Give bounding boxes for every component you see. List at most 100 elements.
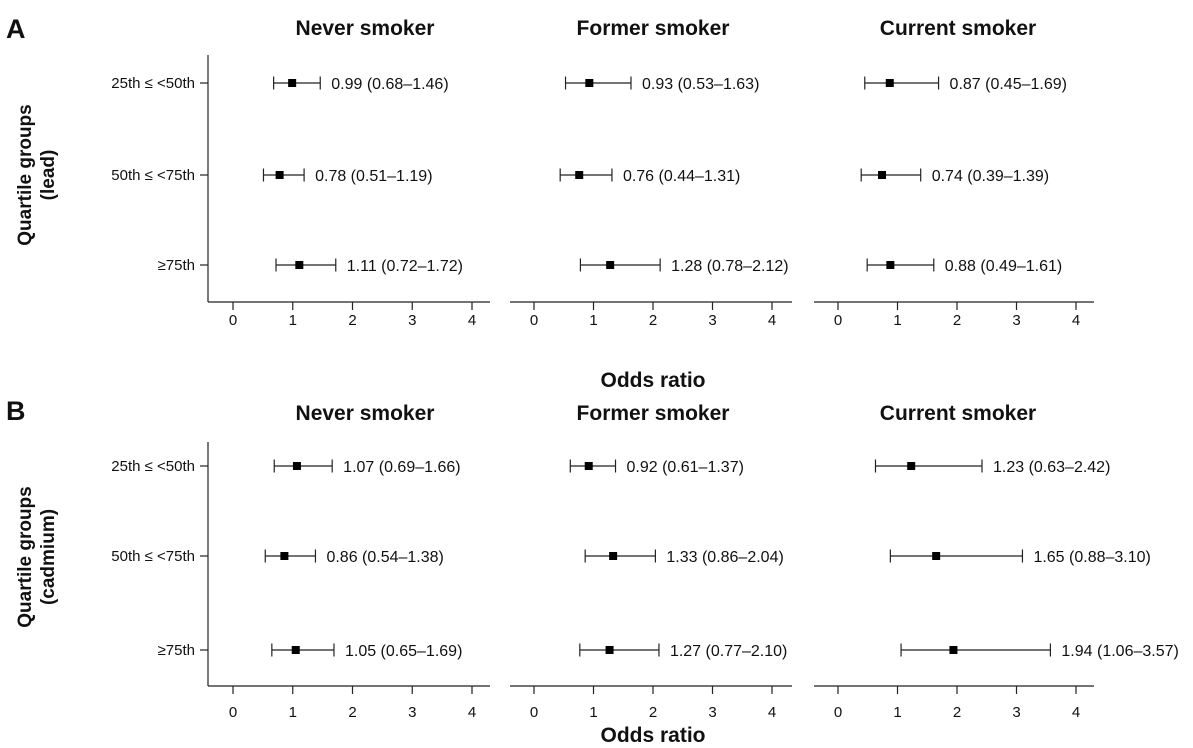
panel-a-letter: A xyxy=(6,14,26,44)
value-label: 1.33 (0.86–2.04) xyxy=(666,549,783,566)
x-tick-label: 4 xyxy=(1072,704,1080,721)
value-label: 1.11 (0.72–1.72) xyxy=(347,258,463,275)
category-label: ≥75th xyxy=(158,257,195,274)
odds-ratio-point xyxy=(932,552,941,560)
subplot-never-smoker: 0 1 2 3 4 0.99 (0.68–1.46) 0.78 (0.51–1.19) 1.1… xyxy=(207,55,490,329)
x-tick-label: 3 xyxy=(708,312,716,329)
x-tick-label: 3 xyxy=(1012,704,1020,721)
value-label: 1.23 (0.63–2.42) xyxy=(993,459,1110,476)
panel-b-header: B Never smoker Former smoker Current smo… xyxy=(6,396,1036,747)
panel-a-row-title-line2: (lead) xyxy=(38,150,59,201)
odds-ratio-point xyxy=(907,462,916,470)
odds-ratio-point xyxy=(878,171,887,179)
panel-a-title-former: Former smoker xyxy=(577,17,730,40)
x-tick-label: 2 xyxy=(348,312,356,329)
odds-ratio-point xyxy=(575,171,584,179)
x-tick-label: 2 xyxy=(953,704,961,721)
odds-ratio-point xyxy=(291,646,300,654)
odds-ratio-point xyxy=(275,171,284,179)
odds-ratio-point xyxy=(280,552,289,560)
panel-b-row-title-line2: (cadmium) xyxy=(38,509,59,605)
odds-ratio-point xyxy=(585,79,594,87)
value-label: 1.65 (0.88–3.10) xyxy=(1033,549,1150,566)
x-tick-label: 0 xyxy=(530,704,538,721)
category-label: 25th ≤ <50th xyxy=(111,458,195,475)
value-label: 0.78 (0.51–1.19) xyxy=(315,168,432,185)
x-tick-label: 3 xyxy=(708,704,716,721)
x-tick-label: 2 xyxy=(348,704,356,721)
value-label: 0.76 (0.44–1.31) xyxy=(623,168,740,185)
value-label: 1.07 (0.69–1.66) xyxy=(343,459,460,476)
value-label: 0.99 (0.68–1.46) xyxy=(331,76,448,93)
panel-b-xlabel: Odds ratio xyxy=(600,724,705,747)
x-tick-label: 3 xyxy=(408,312,416,329)
value-label: 0.74 (0.39–1.39) xyxy=(932,168,1049,185)
panel-a-title-never: Never smoker xyxy=(296,17,435,40)
x-tick-label: 3 xyxy=(408,704,416,721)
value-label: 0.92 (0.61–1.37) xyxy=(627,459,744,476)
panel-b-title-former: Former smoker xyxy=(577,402,730,425)
x-tick-label: 0 xyxy=(229,704,237,721)
panel-b-plot: 25th ≤ <50th 50th ≤ <75th ≥75th 0 1 2 3 4 1.07 (… xyxy=(111,442,1179,721)
value-label: 0.88 (0.49–1.61) xyxy=(945,258,1062,275)
subplot-never-smoker: 0 1 2 3 4 1.07 (0.69–1.66) 0.86 (0.54–1.38) 1.0… xyxy=(207,442,490,721)
odds-ratio-point xyxy=(609,552,618,560)
value-label: 1.05 (0.65–1.69) xyxy=(345,643,462,660)
x-tick-label: 3 xyxy=(1012,312,1020,329)
subplot-former-smoker: 0 1 2 3 4 0.93 (0.53–1.63) 0.76 (0.44–1.31) 1.2… xyxy=(510,76,792,329)
x-tick-label: 0 xyxy=(229,312,237,329)
panel-a-header: A Never smoker Former smoker Current smo… xyxy=(6,14,1036,392)
value-label: 0.93 (0.53–1.63) xyxy=(642,76,759,93)
subplot-current-smoker: 0 1 2 3 4 0.87 (0.45–1.69) 0.74 (0.39–1.39) 0.8… xyxy=(814,76,1094,329)
x-tick-label: 0 xyxy=(834,312,842,329)
odds-ratio-point xyxy=(949,646,958,654)
panel-a-row-title: Quartile groups (lead) xyxy=(15,104,59,245)
x-tick-label: 1 xyxy=(893,312,901,329)
value-label: 1.94 (1.06–3.57) xyxy=(1061,643,1178,660)
x-tick-label: 1 xyxy=(289,704,297,721)
x-tick-label: 1 xyxy=(289,312,297,329)
x-tick-label: 4 xyxy=(768,704,776,721)
x-tick-label: 2 xyxy=(953,312,961,329)
x-tick-label: 0 xyxy=(834,704,842,721)
odds-ratio-point xyxy=(885,79,894,87)
panel-a-xlabel: Odds ratio xyxy=(600,369,705,392)
x-tick-label: 1 xyxy=(589,704,597,721)
x-tick-label: 1 xyxy=(893,704,901,721)
category-label: ≥75th xyxy=(158,642,195,659)
x-tick-label: 4 xyxy=(768,312,776,329)
category-label: 25th ≤ <50th xyxy=(111,75,195,92)
odds-ratio-point xyxy=(584,462,593,470)
x-tick-label: 1 xyxy=(589,312,597,329)
odds-ratio-point xyxy=(295,261,304,269)
forest-plots: 25th ≤ <50th 50th ≤ <75th ≥75th 0 1 2 3 4 0.99 (… xyxy=(111,55,1179,721)
odds-ratio-point xyxy=(288,79,297,87)
value-label: 1.28 (0.78–2.12) xyxy=(671,258,788,275)
odds-ratio-point xyxy=(606,261,615,269)
panel-a-row-title-line1: Quartile groups xyxy=(15,104,36,245)
x-tick-label: 4 xyxy=(1072,312,1080,329)
x-tick-label: 2 xyxy=(649,704,657,721)
odds-ratio-point xyxy=(886,261,895,269)
panel-b-title-never: Never smoker xyxy=(296,402,435,425)
value-label: 0.86 (0.54–1.38) xyxy=(326,549,443,566)
x-tick-label: 0 xyxy=(530,312,538,329)
x-tick-label: 4 xyxy=(468,704,476,721)
panel-b-title-current: Current smoker xyxy=(880,402,1036,425)
subplot-former-smoker: 0 1 2 3 4 0.92 (0.61–1.37) 1.33 (0.86–2.04) 1.2… xyxy=(510,459,792,721)
panel-b-row-title-line1: Quartile groups xyxy=(15,486,36,627)
panel-b-row-title: Quartile groups (cadmium) xyxy=(15,486,59,627)
panel-a-plot: 25th ≤ <50th 50th ≤ <75th ≥75th 0 1 2 3 4 0.99 (… xyxy=(111,55,1094,329)
panel-a-title-current: Current smoker xyxy=(880,17,1036,40)
x-tick-label: 2 xyxy=(649,312,657,329)
category-label: 50th ≤ <75th xyxy=(111,167,195,184)
odds-ratio-point xyxy=(292,462,301,470)
subplot-current-smoker: 0 1 2 3 4 1.23 (0.63–2.42) 1.65 (0.88–3.10) 1.9… xyxy=(814,459,1179,721)
odds-ratio-point xyxy=(605,646,614,654)
value-label: 1.27 (0.77–2.10) xyxy=(670,643,787,660)
panel-b-letter: B xyxy=(6,396,26,426)
value-label: 0.87 (0.45–1.69) xyxy=(950,76,1067,93)
x-tick-label: 4 xyxy=(468,312,476,329)
category-label: 50th ≤ <75th xyxy=(111,548,195,565)
